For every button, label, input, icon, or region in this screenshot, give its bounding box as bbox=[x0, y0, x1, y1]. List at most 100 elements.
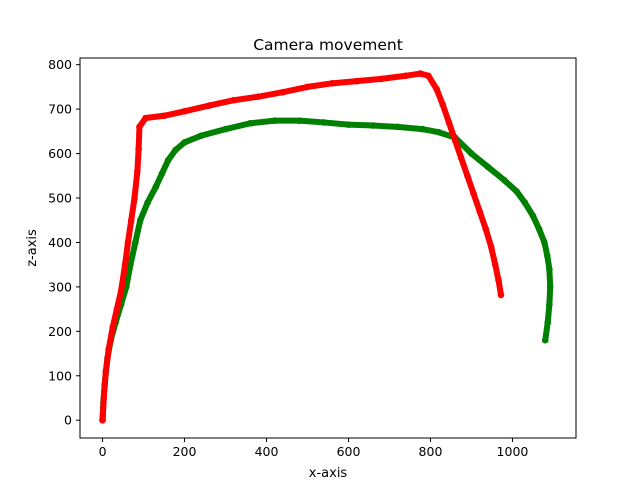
x-tick-label: 200 bbox=[173, 444, 197, 459]
series-2-point bbox=[451, 136, 459, 144]
y-tick-label: 400 bbox=[48, 235, 72, 250]
series-1-point bbox=[435, 128, 442, 136]
y-tick-label: 300 bbox=[48, 279, 72, 294]
series-2-point bbox=[328, 80, 336, 87]
series-layer bbox=[99, 70, 554, 424]
series-1-point bbox=[152, 183, 160, 191]
series-1-point bbox=[320, 119, 328, 126]
series-1-point bbox=[484, 163, 492, 171]
y-tick-label: 500 bbox=[48, 191, 72, 206]
series-2-point bbox=[109, 323, 117, 331]
series-2-point bbox=[416, 70, 424, 77]
series-2-point bbox=[124, 239, 132, 246]
series-1-point bbox=[529, 212, 537, 220]
series-1-point bbox=[164, 156, 172, 164]
series-2-point bbox=[136, 123, 143, 131]
series-1-point bbox=[546, 265, 553, 273]
series-1-point bbox=[535, 225, 543, 233]
series-2-point bbox=[457, 154, 465, 162]
series-2-point bbox=[279, 88, 287, 96]
series-2-point bbox=[433, 85, 440, 93]
series-1-point bbox=[541, 336, 549, 344]
y-axis-label: z-axis bbox=[25, 229, 40, 267]
series-1-point bbox=[144, 199, 151, 206]
plot-area bbox=[79, 57, 577, 439]
y-tick-label: 800 bbox=[48, 57, 72, 72]
series-2-point bbox=[99, 416, 106, 424]
series-2-point bbox=[491, 261, 499, 268]
series-2-point bbox=[160, 112, 168, 120]
series-2-point bbox=[131, 194, 138, 202]
series-2-point bbox=[445, 119, 453, 126]
series-1-point bbox=[197, 132, 205, 140]
series-1-point bbox=[546, 301, 553, 308]
series-1-point bbox=[468, 150, 475, 157]
series-2-point bbox=[495, 276, 502, 284]
x-tick-label: 1000 bbox=[497, 444, 529, 459]
series-2-point bbox=[353, 77, 360, 85]
series-2-point bbox=[377, 75, 385, 83]
series-1-point bbox=[271, 117, 279, 124]
series-1-point bbox=[158, 170, 166, 177]
series-2-point bbox=[255, 93, 262, 100]
series-1-point bbox=[136, 216, 144, 224]
series-1-point bbox=[127, 261, 134, 268]
series-2-point bbox=[135, 145, 142, 153]
x-tick-label: 400 bbox=[255, 444, 279, 459]
series-2-point bbox=[470, 190, 477, 197]
series-2-point bbox=[482, 225, 490, 233]
x-tick-label: 0 bbox=[99, 444, 107, 459]
x-tick-label: 800 bbox=[419, 444, 443, 459]
series-2-point bbox=[113, 305, 121, 313]
series-2-point bbox=[230, 96, 238, 104]
series-2-trail bbox=[99, 70, 504, 424]
series-2-point bbox=[100, 394, 108, 402]
series-2-point bbox=[497, 291, 505, 299]
y-axis-ticks: 0 100 200 300 400 500 600 700 800 bbox=[48, 57, 80, 428]
series-1-point bbox=[172, 146, 179, 154]
series-2-point bbox=[487, 243, 495, 251]
series-2-point bbox=[117, 288, 125, 295]
series-1-point bbox=[345, 121, 352, 128]
series-1-point bbox=[544, 319, 552, 326]
series-2-point bbox=[476, 208, 483, 215]
series-2-point bbox=[464, 172, 471, 180]
series-2-point bbox=[105, 345, 112, 353]
series-2-point bbox=[402, 72, 410, 80]
series-1-point bbox=[246, 120, 254, 127]
chart-title: Camera movement bbox=[253, 36, 403, 54]
series-1-point bbox=[418, 125, 426, 133]
series-1-point bbox=[369, 122, 377, 129]
series-1-point bbox=[222, 125, 229, 133]
series-1-point bbox=[513, 188, 520, 195]
series-2-point bbox=[121, 261, 129, 268]
series-2-point bbox=[425, 72, 432, 80]
y-tick-label: 100 bbox=[48, 368, 72, 383]
series-2-point bbox=[181, 108, 188, 115]
series-1-point bbox=[132, 239, 139, 246]
series-1-point bbox=[544, 252, 551, 260]
y-tick-label: 600 bbox=[48, 146, 72, 161]
x-axis-ticks: 0 200 400 600 800 1000 bbox=[99, 438, 529, 459]
x-axis-label: x-axis bbox=[309, 466, 348, 481]
series-1-point bbox=[521, 199, 529, 206]
series-2-point bbox=[439, 101, 447, 108]
series-2-point bbox=[134, 168, 141, 175]
series-1-point bbox=[394, 123, 401, 131]
y-tick-label: 0 bbox=[64, 413, 72, 428]
series-1-point bbox=[500, 176, 508, 184]
series-1-point bbox=[181, 139, 188, 146]
series-1-trail bbox=[99, 117, 554, 424]
series-2-point bbox=[205, 102, 213, 109]
series-2-point bbox=[142, 114, 149, 122]
series-1-point bbox=[296, 117, 303, 124]
series-1-point bbox=[546, 283, 554, 291]
series-2-point bbox=[127, 216, 135, 224]
series-2-point bbox=[102, 368, 110, 375]
series-1-point bbox=[541, 239, 548, 246]
x-tick-label: 600 bbox=[337, 444, 361, 459]
y-tick-label: 700 bbox=[48, 102, 72, 117]
y-tick-label: 200 bbox=[48, 324, 72, 339]
series-2-point bbox=[304, 83, 311, 91]
